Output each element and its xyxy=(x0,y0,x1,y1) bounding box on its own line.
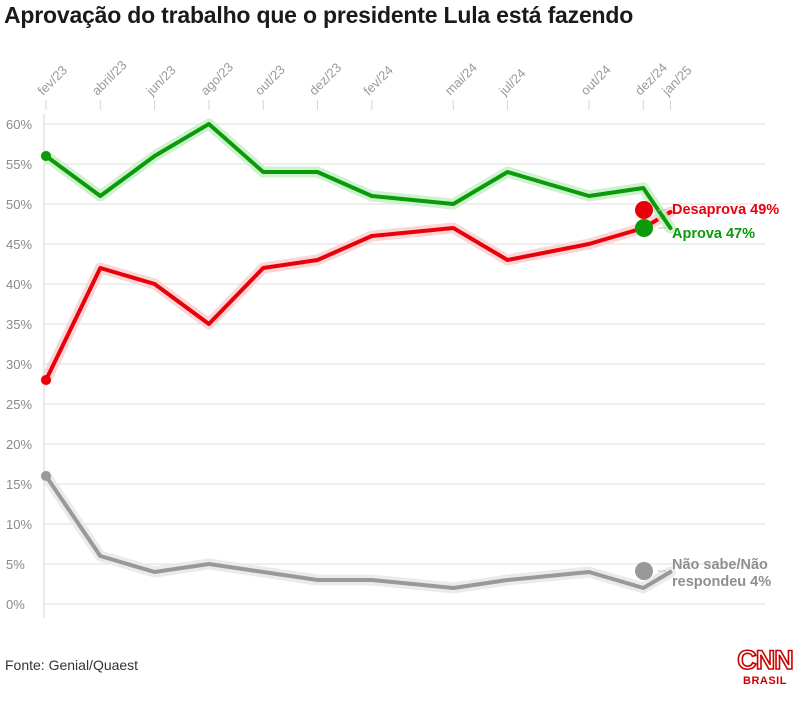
chart-title: Aprovação do trabalho que o presidente L… xyxy=(4,2,634,28)
x-tick-label: abril/23 xyxy=(89,57,130,98)
y-tick-label: 20% xyxy=(6,437,32,452)
y-axis-ticks: 0% 5% 10% 15% 20% 25% 30% 35% 40% 45% 50% 55% 60% xyxy=(6,117,32,612)
end-label: Não sabe/Não xyxy=(672,557,768,573)
y-tick-label: 30% xyxy=(6,357,32,372)
series-start-point xyxy=(41,375,51,385)
x-tick-label: fev/24 xyxy=(360,62,396,98)
y-tick-label: 35% xyxy=(6,317,32,332)
svg-text:BRASIL: BRASIL xyxy=(743,675,787,687)
series-line-desaprova xyxy=(44,210,673,382)
source-note: Fonte: Genial/Quaest xyxy=(5,657,139,673)
series-start-point xyxy=(41,471,51,481)
y-tick-label: 5% xyxy=(6,557,25,572)
gridlines xyxy=(43,114,765,618)
series-end-marker xyxy=(635,201,653,219)
series-end-marker xyxy=(635,562,653,580)
y-tick-label: 10% xyxy=(6,517,32,532)
cnn-brasil-logo: CNN BRASIL xyxy=(736,644,794,687)
x-tick-label: jul/24 xyxy=(495,66,528,99)
end-label: respondeu 4% xyxy=(672,574,771,590)
series-end-marker xyxy=(635,219,653,237)
y-tick-label: 15% xyxy=(6,477,32,492)
x-axis-ticks: fev/23 abril/23 jun/23 ago/23 out/23 dez/23 fe… xyxy=(35,57,695,110)
y-tick-label: 60% xyxy=(6,117,32,132)
y-tick-label: 45% xyxy=(6,237,32,252)
series-lines xyxy=(40,118,676,594)
y-tick-label: 55% xyxy=(6,157,32,172)
series-line-aprova xyxy=(44,122,673,230)
y-tick-label: 40% xyxy=(6,277,32,292)
x-tick-label: fev/23 xyxy=(35,62,71,98)
x-tick-label: out/24 xyxy=(578,62,614,98)
end-labels: Desaprova 49% Aprova 47% Não sabe/Nãorespo… xyxy=(635,201,779,590)
y-tick-label: 25% xyxy=(6,397,32,412)
x-tick-label: jun/23 xyxy=(142,62,178,98)
y-tick-label: 50% xyxy=(6,197,32,212)
y-tick-label: 0% xyxy=(6,597,25,612)
x-tick-label: dez/23 xyxy=(306,60,344,98)
x-tick-label: mai/24 xyxy=(442,60,480,98)
series-halo xyxy=(40,206,676,386)
end-label: Aprova 47% xyxy=(672,226,755,242)
series-line-nao-sabe xyxy=(44,474,673,590)
series-halo xyxy=(40,118,676,234)
series-start-point xyxy=(41,151,51,161)
x-tick-label: out/23 xyxy=(252,62,288,98)
svg-text:CNN: CNN xyxy=(737,645,793,675)
end-label: Desaprova 49% xyxy=(672,202,779,218)
x-tick-label: ago/23 xyxy=(197,59,236,98)
